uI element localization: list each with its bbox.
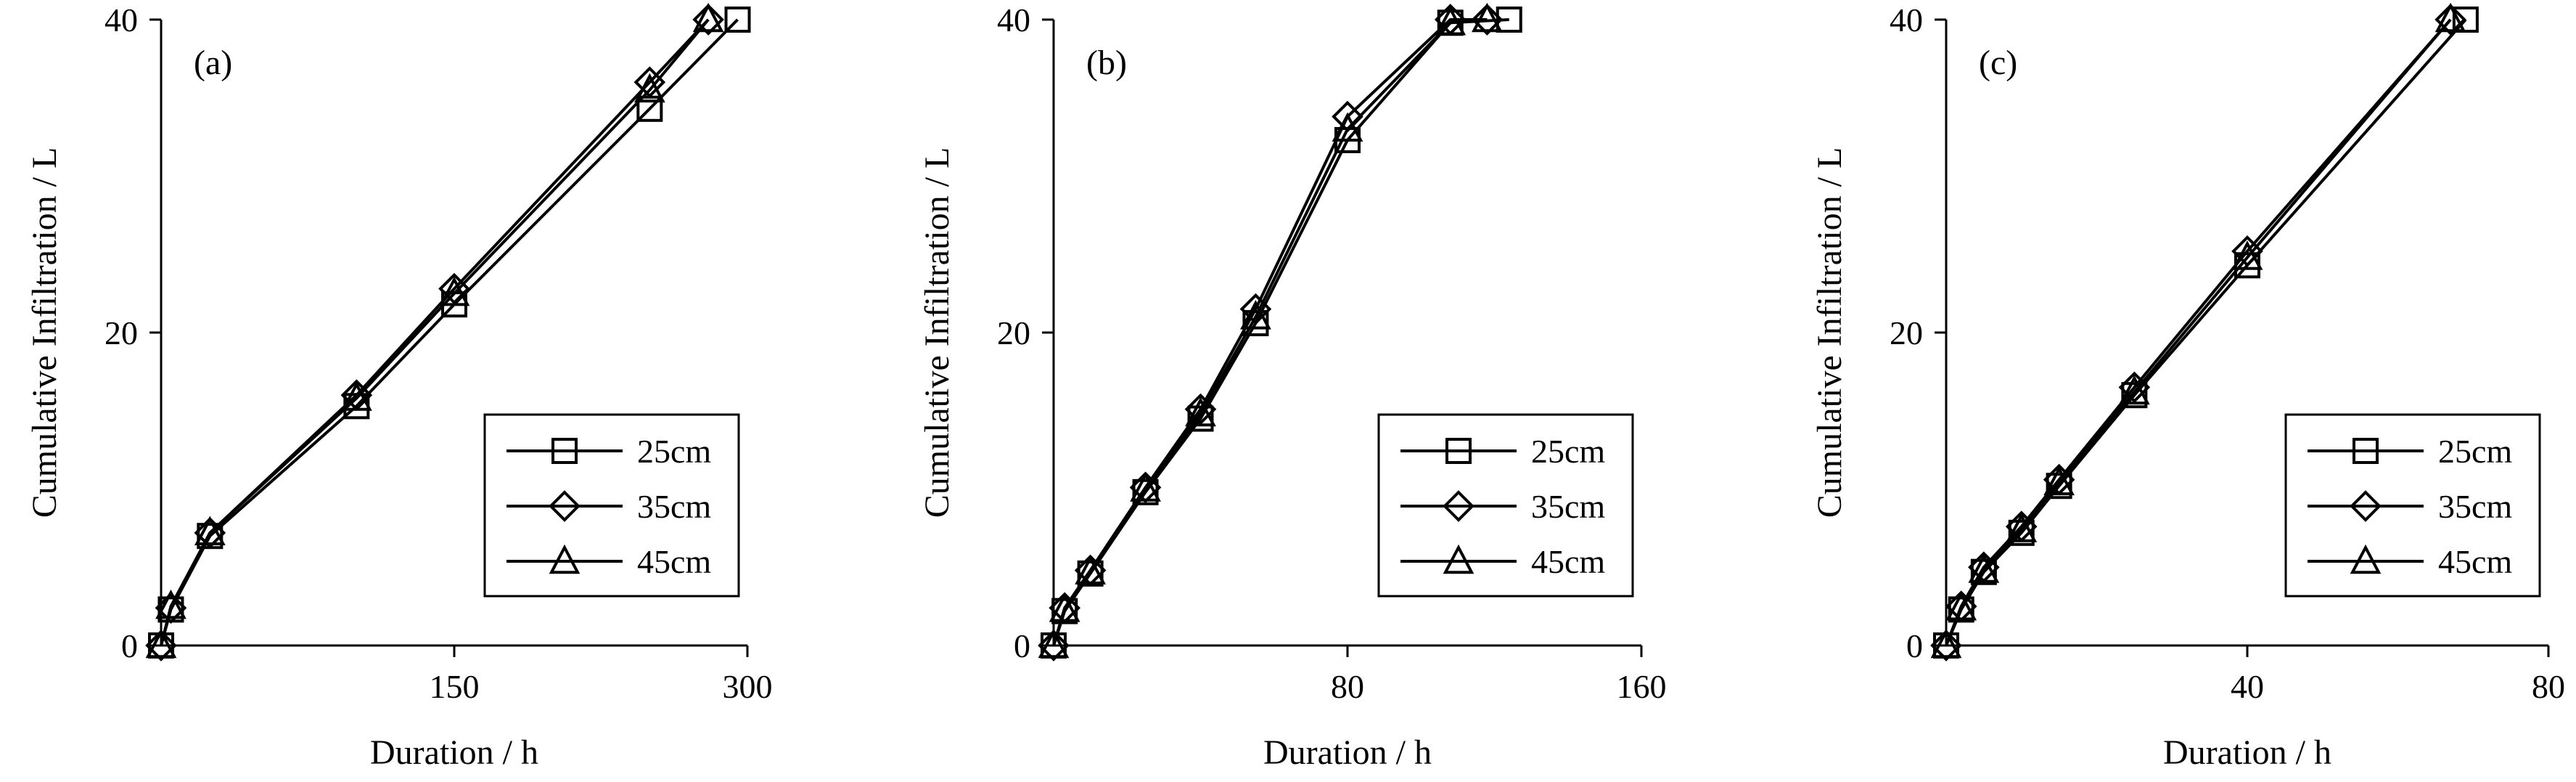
data-point-25cm xyxy=(2452,7,2479,33)
legend: 25cm 35cm 45cm xyxy=(483,413,740,598)
data-point-45cm xyxy=(1185,396,1216,427)
data-point-25cm xyxy=(724,7,751,33)
data-point-35cm xyxy=(1038,630,1070,661)
data-point-45cm xyxy=(1240,300,1271,330)
data-point-45cm xyxy=(340,381,372,411)
chart-panel-c: 0 20 40 40 80 Duration / h Cumulative Infiltra… xyxy=(1810,1,2565,772)
legend-label: 35cm xyxy=(2438,488,2512,525)
data-point-45cm xyxy=(1945,590,1977,621)
data-point-45cm xyxy=(145,628,177,659)
data-point-45cm xyxy=(692,2,724,33)
data-point-35cm xyxy=(145,630,177,661)
legend-label: 45cm xyxy=(1531,543,1605,580)
y-axis-title: Cumulative Infiltration / L xyxy=(918,147,956,518)
data-point-45cm xyxy=(633,73,665,103)
data-point-45cm xyxy=(1049,592,1080,622)
legend-marker-35cm xyxy=(549,490,581,522)
y-tick-label: 40 xyxy=(1890,1,1923,38)
data-point-45cm xyxy=(2043,465,2075,496)
x-axis-title: Duration / h xyxy=(2163,733,2331,772)
legend-label: 25cm xyxy=(2438,433,2512,470)
data-point-45cm xyxy=(1130,472,1161,502)
y-axis-title: Cumulative Infiltration / L xyxy=(25,147,64,518)
data-point-25cm xyxy=(2121,382,2148,409)
data-point-45cm xyxy=(194,516,226,546)
y-tick-label: 0 xyxy=(1906,627,1923,664)
x-tick-label: 80 xyxy=(1331,668,1364,705)
data-point-35cm xyxy=(692,4,724,36)
data-point-35cm xyxy=(155,592,187,624)
data-point-25cm xyxy=(1496,7,1522,33)
legend-marker-45cm xyxy=(1443,544,1474,574)
y-tick-label: 20 xyxy=(1890,314,1923,351)
panel-label: (c) xyxy=(1979,44,2017,82)
x-axis-title: Duration / h xyxy=(370,733,538,772)
legend-marker-45cm xyxy=(2350,544,2382,574)
y-tick-label: 40 xyxy=(997,1,1030,38)
legend-label: 45cm xyxy=(2438,543,2512,580)
y-tick-label: 20 xyxy=(104,314,138,351)
y-tick-label: 20 xyxy=(997,314,1030,351)
legend-label: 35cm xyxy=(637,488,711,525)
data-point-35cm xyxy=(194,517,226,549)
legend-label: 25cm xyxy=(637,433,711,470)
x-tick-label: 300 xyxy=(723,668,773,705)
data-point-45cm xyxy=(1472,2,1503,33)
data-point-45cm xyxy=(1075,555,1106,585)
data-point-45cm xyxy=(1930,628,1962,659)
legend-label: 45cm xyxy=(637,543,711,580)
panel-label: (a) xyxy=(194,44,232,82)
data-point-35cm xyxy=(1930,630,1962,661)
data-point-45cm xyxy=(2006,513,2038,542)
data-point-35cm xyxy=(1239,293,1272,325)
legend-label: 35cm xyxy=(1531,488,1605,525)
y-tick-label: 0 xyxy=(1014,627,1030,664)
y-tick-label: 40 xyxy=(104,1,138,38)
data-point-45cm xyxy=(1038,628,1070,659)
x-axis-title: Duration / h xyxy=(1263,733,1432,772)
legend-marker-45cm xyxy=(549,544,581,574)
data-point-45cm xyxy=(2231,240,2263,270)
legend-marker-25cm xyxy=(2353,438,2379,464)
legend: 25cm 35cm 45cm xyxy=(2284,413,2541,598)
chart-panel-a: 0 20 40 150 300 Duration / h Cumulative Infilt… xyxy=(25,1,773,772)
series-line-45cm xyxy=(160,18,710,646)
y-axis-title: Cumulative Infiltration / L xyxy=(1810,147,1849,518)
legend-marker-25cm xyxy=(551,438,578,464)
x-tick-label: 80 xyxy=(2532,668,2565,705)
legend-marker-25cm xyxy=(1445,438,1472,464)
data-point-25cm xyxy=(2008,519,2035,546)
data-point-25cm xyxy=(1132,478,1159,505)
data-point-35cm xyxy=(2435,4,2466,36)
data-point-45cm xyxy=(1435,6,1467,36)
series-line-45cm xyxy=(1052,18,1488,646)
legend-marker-35cm xyxy=(2350,490,2382,522)
data-point-35cm xyxy=(1184,393,1217,425)
x-tick-label: 150 xyxy=(430,668,480,705)
data-point-45cm xyxy=(155,589,186,619)
chart-panel-b: 0 20 40 80 160 Duration / h Cumulative Infiltr… xyxy=(918,1,1667,772)
panel-label: (b) xyxy=(1086,44,1127,82)
legend: 25cm 35cm 45cm xyxy=(1377,413,1634,598)
y-tick-label: 0 xyxy=(121,627,138,664)
x-tick-label: 160 xyxy=(1617,668,1667,705)
data-point-45cm xyxy=(2435,2,2466,33)
data-point-45cm xyxy=(438,276,470,306)
data-point-45cm xyxy=(1332,112,1363,142)
data-point-45cm xyxy=(2119,375,2150,405)
legend-label: 25cm xyxy=(1531,433,1605,470)
x-tick-label: 40 xyxy=(2231,668,2264,705)
data-point-35cm xyxy=(1471,4,1504,36)
data-point-25cm xyxy=(1970,558,1997,585)
data-point-25cm xyxy=(2046,473,2072,500)
data-point-45cm xyxy=(1968,553,2000,583)
legend-marker-35cm xyxy=(1443,490,1474,522)
